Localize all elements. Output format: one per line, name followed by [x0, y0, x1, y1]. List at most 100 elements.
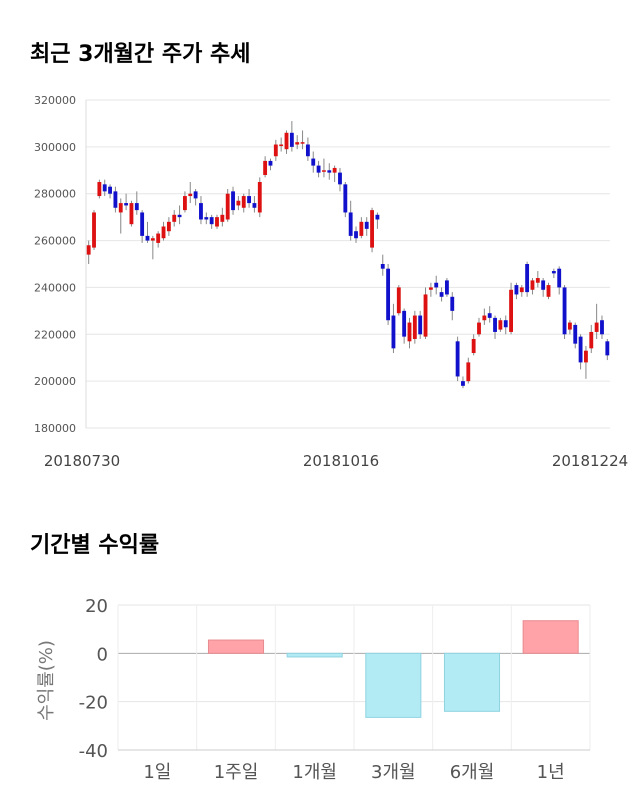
candle-body: [166, 221, 171, 232]
candle: [166, 217, 171, 236]
candle: [407, 317, 412, 349]
candle: [284, 130, 289, 154]
candle: [316, 160, 321, 178]
candle: [118, 198, 123, 234]
return-bar: [522, 620, 579, 654]
candle-body: [551, 271, 556, 274]
candle-body: [498, 320, 503, 330]
chart2-bars: [207, 620, 579, 718]
candle: [375, 212, 380, 229]
candle-body: [204, 217, 209, 220]
candle: [450, 292, 455, 321]
candle-body: [236, 200, 241, 206]
candle-body: [535, 278, 540, 283]
candle-body: [241, 196, 246, 208]
candle: [231, 186, 235, 215]
candle: [364, 217, 369, 236]
candle: [439, 287, 444, 302]
candle: [236, 196, 241, 211]
candle: [348, 200, 353, 241]
candle: [92, 210, 96, 250]
candle-body: [102, 184, 107, 192]
candle-body: [359, 221, 364, 236]
candle: [509, 282, 514, 335]
chart2-x-tick-label: 1일: [143, 762, 171, 783]
chart1-y-tick-label: 180000: [34, 422, 76, 435]
candle: [263, 156, 268, 178]
candle-body: [584, 350, 588, 363]
stock-price-candlestick-chart: 180000 200000 220000 240000 260000 280000 3000…: [34, 94, 628, 470]
candle-body: [268, 160, 273, 166]
candle: [86, 240, 91, 264]
chart1-title: 최근 3개월간 주가 추세: [30, 42, 251, 67]
chart2-x-axis-ticks: 1일 1주일 1개월 3개월 6개월 1년: [143, 762, 564, 783]
candle-body: [514, 285, 519, 295]
chart2-x-tick-label: 3개월: [371, 762, 416, 783]
candle: [444, 278, 449, 297]
candle: [220, 207, 225, 227]
candle: [182, 191, 187, 213]
candle-body: [289, 132, 294, 147]
candle: [300, 130, 305, 150]
candle: [503, 315, 508, 335]
candle-body: [177, 214, 182, 218]
candle-body: [327, 170, 332, 173]
candle-body: [145, 235, 150, 241]
chart1-y-tick-label: 300000: [34, 141, 76, 154]
candle-body: [412, 315, 417, 339]
candle-body: [316, 165, 321, 173]
candle: [391, 303, 396, 354]
candle: [589, 324, 594, 354]
return-bar: [365, 652, 422, 718]
candle-body: [370, 210, 374, 248]
candle-body: [134, 203, 139, 211]
candle-body: [199, 203, 203, 220]
candle: [525, 261, 530, 297]
candle-body: [461, 381, 465, 386]
candle-body: [418, 315, 423, 335]
candle-body: [252, 203, 257, 208]
candle-body: [150, 238, 155, 241]
candle-body: [209, 217, 214, 225]
candle-body: [493, 317, 497, 332]
candle: [257, 177, 262, 218]
candle: [295, 135, 300, 150]
candle: [327, 163, 332, 180]
candle: [396, 285, 401, 316]
candle-body: [487, 313, 492, 318]
candle: [102, 179, 107, 197]
chart2-x-tick-label: 1주일: [214, 762, 259, 783]
candle: [338, 167, 342, 192]
candle: [551, 268, 556, 279]
candle: [273, 139, 278, 161]
chart2-y-tick-label: 20: [85, 596, 108, 617]
candle: [594, 303, 599, 339]
candle-body: [193, 191, 198, 199]
candle-body: [140, 212, 145, 236]
candle-body: [380, 264, 385, 269]
candle: [482, 308, 487, 325]
candle-body: [396, 287, 401, 314]
candle: [247, 189, 252, 208]
candle-body: [444, 280, 449, 295]
candle: [434, 275, 439, 295]
candle: [487, 306, 492, 323]
chart2-y-tick-label: -20: [79, 693, 108, 714]
candle-body: [455, 341, 460, 377]
candle-body: [161, 226, 166, 239]
candle-body: [118, 203, 123, 213]
candle: [199, 196, 203, 225]
candle-body: [423, 294, 428, 337]
candle: [359, 217, 364, 239]
candle: [466, 357, 471, 384]
candle-body: [450, 296, 455, 311]
candle: [412, 310, 417, 344]
candle-body: [343, 184, 348, 213]
candle: [567, 320, 572, 335]
chart2-x-tick-label: 1년: [537, 762, 565, 783]
candle: [584, 346, 588, 379]
chart1-gridlines: [85, 99, 610, 429]
chart2-x-tick-label: 1개월: [292, 762, 337, 783]
candle: [471, 334, 476, 356]
candle-body: [129, 203, 134, 225]
